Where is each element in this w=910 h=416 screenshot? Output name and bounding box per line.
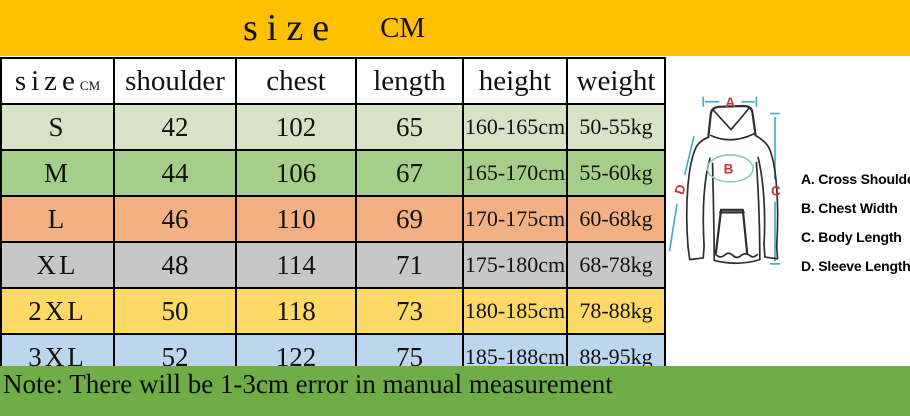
- cell-chest: 118: [235, 287, 357, 335]
- hoodie-outline: [685, 104, 779, 265]
- measurement-lines: [668, 96, 781, 265]
- cell-length: 65: [355, 103, 464, 151]
- cell-chest: 106: [235, 149, 357, 197]
- title-banner: size CM: [0, 0, 910, 56]
- cell-chest: 110: [235, 195, 357, 243]
- cell-size: L: [0, 195, 115, 243]
- cell-shoulder: 50: [113, 287, 237, 335]
- measure-label-a: A: [725, 95, 735, 110]
- header-cell-height: height: [462, 57, 568, 105]
- chest-width-ellipse: [706, 154, 754, 183]
- cell-height: 170-175cm: [462, 195, 568, 243]
- header-cell-size: sizeCM: [0, 57, 115, 105]
- page-title-unit: CM: [380, 11, 426, 44]
- cell-shoulder: 46: [113, 195, 237, 243]
- page-title: size: [243, 7, 339, 49]
- size-chart-table: sizeCM shoulder chest length height weig…: [0, 57, 666, 381]
- table-row-m: M 44 106 67 165-170cm 55-60kg: [0, 149, 666, 197]
- cell-size: S: [0, 103, 115, 151]
- legend-item-cross-shoulder: A. Cross Shoulder: [801, 171, 910, 187]
- legend-item-body-length: C. Body Length: [801, 229, 902, 245]
- header-row: sizeCM shoulder chest length height weig…: [0, 57, 666, 105]
- header-cell-chest: chest: [235, 57, 357, 105]
- hoodie-diagram-icon: A B C D: [668, 95, 781, 265]
- cell-weight: 60-68kg: [566, 195, 666, 243]
- cell-length: 71: [355, 241, 464, 289]
- cell-size: XL: [0, 241, 115, 289]
- cell-size: 2XL: [0, 287, 115, 335]
- legend-item-sleeve-length: D. Sleeve Length: [801, 258, 910, 274]
- cell-weight: 55-60kg: [566, 149, 666, 197]
- table-row-xl: XL 48 114 71 175-180cm 68-78kg: [0, 241, 666, 289]
- note-bar: Note: There will be 1-3cm error in manua…: [0, 366, 910, 416]
- cell-chest: 114: [235, 241, 357, 289]
- legend-item-chest-width: B. Chest Width: [801, 200, 898, 216]
- table-row-l: L 46 110 69 170-175cm 60-68kg: [0, 195, 666, 243]
- cell-length: 73: [355, 287, 464, 335]
- measure-label-b: B: [724, 162, 734, 177]
- header-cell-weight: weight: [566, 57, 666, 105]
- header-size-unit: CM: [79, 77, 101, 93]
- cell-length: 69: [355, 195, 464, 243]
- cell-height: 175-180cm: [462, 241, 568, 289]
- cell-height: 180-185cm: [462, 287, 568, 335]
- measurement-legend: A. Cross Shoulder B. Chest Width C. Body…: [801, 165, 910, 281]
- cell-shoulder: 48: [113, 241, 237, 289]
- cell-shoulder: 42: [113, 103, 237, 151]
- cell-height: 165-170cm: [462, 149, 568, 197]
- cell-length: 67: [355, 149, 464, 197]
- cell-chest: 102: [235, 103, 357, 151]
- measure-label-d: D: [672, 182, 689, 196]
- cell-size: M: [0, 149, 115, 197]
- cell-shoulder: 44: [113, 149, 237, 197]
- table-row-2xl: 2XL 50 118 73 180-185cm 78-88kg: [0, 287, 666, 335]
- cell-weight: 68-78kg: [566, 241, 666, 289]
- measure-label-c: C: [771, 183, 781, 198]
- cell-height: 160-165cm: [462, 103, 568, 151]
- note-text: Note: There will be 1-3cm error in manua…: [3, 369, 613, 399]
- header-cell-length: length: [355, 57, 464, 105]
- hoodie-measurement-diagram: A B C D: [640, 57, 910, 366]
- header-cell-shoulder: shoulder: [113, 57, 237, 105]
- table-row-s: S 42 102 65 160-165cm 50-55kg: [0, 103, 666, 151]
- cell-weight: 78-88kg: [566, 287, 666, 335]
- cell-weight: 50-55kg: [566, 103, 666, 151]
